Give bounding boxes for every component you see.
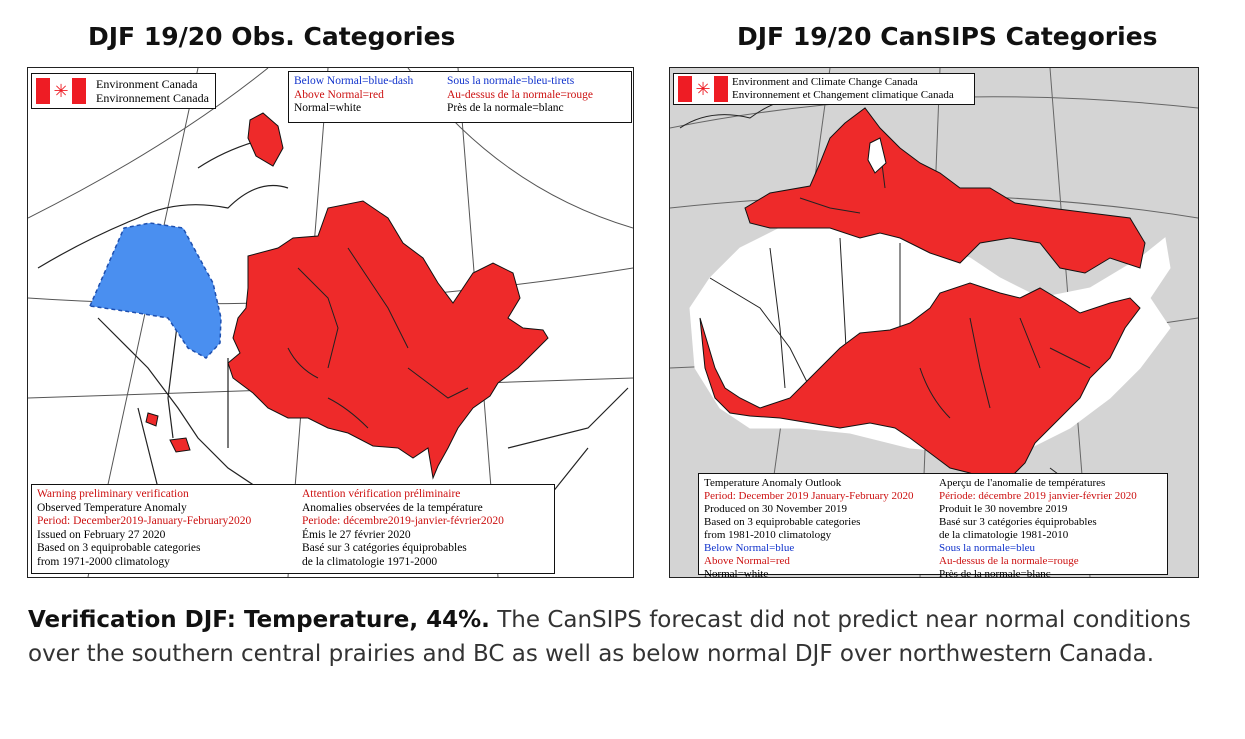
right-agency-box: ✳ Environment and Climate Change Canada … [673,73,975,105]
caption-bold: Verification DJF: Temperature, 44%. [28,607,490,633]
right-info-en-7: Normal=white [704,567,769,578]
maple-leaf-icon: ✳ [678,76,728,102]
left-agency-box: ✳ Environment Canada Environnement Canad… [31,73,216,109]
left-info-en-1: Observed Temperature Anomaly [37,501,187,514]
right-agency-en: Environment and Climate Change Canada [732,76,918,88]
right-info-fr-0: Aperçu de l'anomalie de températures [939,477,1106,489]
right-info-fr-5: Sous la normale=bleu [939,541,1036,554]
left-legend-below-fr: Sous la normale=bleu-tirets [447,75,575,87]
left-info-fr-1: Anomalies observées de la température [302,501,483,514]
left-map: ✳ Environment Canada Environnement Canad… [27,67,634,578]
left-info-en-2: Period: December2019-January-February202… [37,515,252,528]
maple-leaf-icon: ✳ [36,78,86,104]
below-normal-area [88,222,222,359]
left-legend-normal-fr: Près de la normale=blanc [447,102,564,115]
left-legend-above-fr: Au-dessus de la normale=rouge [447,88,594,101]
left-info-en-4: Based on 3 equiprobable categories [37,542,201,555]
left-legend-above-en: Above Normal=red [294,88,384,101]
above-normal-north [744,107,1146,274]
left-panel-title: DJF 19/20 Obs. Categories [88,22,456,51]
right-info-en-5: Below Normal=blue [704,541,795,554]
right-info-fr-4: de la climatologie 1981-2010 [939,528,1069,541]
left-info-fr-4: Basé sur 3 catégories équiprobables [302,542,467,555]
right-info-fr-3: Basé sur 3 catégories équiprobables [939,515,1097,528]
left-agency-en: Environment Canada [96,77,198,91]
above-normal-area [227,200,549,480]
right-map-drawing [670,68,1198,577]
left-agency-fr: Environnement Canada [96,91,209,106]
above-normal-south [699,282,1141,484]
left-legend-normal-en: Normal=white [294,102,362,115]
left-info-box: Warning preliminary verification Observe… [31,484,555,574]
right-info-fr-1: Période: décembre 2019 janvier-février 2… [939,489,1137,502]
right-info-box: Temperature Anomaly Outlook Period: Dece… [698,473,1168,578]
left-info-en-5: from 1971-2000 climatology [37,555,170,568]
verification-caption: Verification DJF: Temperature, 44%. The … [28,603,1218,671]
left-info-en-0: Warning preliminary verification [37,488,189,500]
right-info-en-0: Temperature Anomaly Outlook [704,477,842,489]
left-info-en-3: Issued on February 27 2020 [37,528,166,541]
left-info-fr-5: de la climatologie 1971-2000 [302,555,438,568]
right-info-fr-7: Près de la normale=blanc [939,567,1051,578]
right-agency-fr: Environnement et Changement climatique C… [732,88,954,101]
left-info-fr-2: Periode: décembre2019-janvier-février202… [302,515,504,528]
left-legend-box: Below Normal=blue-dash Above Normal=red … [288,71,632,123]
right-info-en-6: Above Normal=red [704,554,790,567]
left-legend-below-en: Below Normal=blue-dash [294,75,414,87]
left-info-fr-0: Attention vérification préliminaire [302,488,461,500]
right-panel-title: DJF 19/20 CanSIPS Categories [737,22,1158,51]
caption-text: The CanSIPS forecast did not predict nea… [28,607,1191,667]
right-info-en-3: Based on 3 equiprobable categories [704,515,861,528]
right-info-fr-6: Au-dessus de la normale=rouge [939,554,1079,567]
right-info-en-2: Produced on 30 November 2019 [704,502,847,515]
left-info-fr-3: Émis le 27 février 2020 [302,528,411,541]
right-info-fr-2: Produit le 30 novembre 2019 [939,502,1068,515]
right-info-en-4: from 1981-2010 climatology [704,528,832,541]
right-info-en-1: Period: December 2019 January-February 2… [704,489,914,502]
right-map: ✳ Environment and Climate Change Canada … [669,67,1199,578]
